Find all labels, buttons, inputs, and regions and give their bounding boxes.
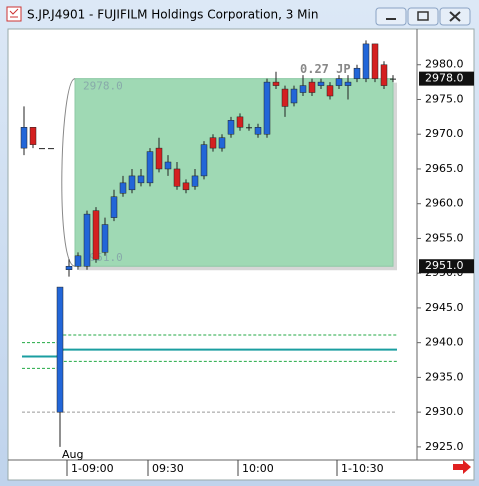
candle-body xyxy=(317,81,325,86)
candle-body xyxy=(48,148,54,150)
candle-body xyxy=(119,182,127,194)
y-tick-label: 2975.0 xyxy=(425,92,464,105)
candle-body xyxy=(200,144,208,177)
app-icon-glyph xyxy=(9,8,19,18)
candle-body xyxy=(74,255,82,267)
candle-body xyxy=(272,81,280,86)
y-tick-label: 2940.0 xyxy=(425,336,464,349)
candle-body xyxy=(390,78,396,80)
y-tick-label: 2930.0 xyxy=(425,405,464,418)
candle-body xyxy=(380,64,388,86)
maximize-button[interactable] xyxy=(407,7,439,26)
candle-body xyxy=(227,120,235,135)
candle-body xyxy=(146,151,154,184)
price-marker xyxy=(419,259,474,274)
scroll-arrow[interactable] xyxy=(453,460,471,474)
app-icon xyxy=(6,6,22,22)
candle-body xyxy=(164,161,172,170)
candle-body xyxy=(56,286,64,413)
candle-body xyxy=(308,81,316,93)
minimize-button[interactable] xyxy=(375,7,407,26)
candle-body xyxy=(299,85,307,93)
candle-body xyxy=(29,127,37,145)
y-tick-label: 2965.0 xyxy=(425,162,464,175)
candle-body xyxy=(326,85,334,97)
candle-body xyxy=(155,147,163,170)
band-line-upper xyxy=(22,334,397,344)
close-glyph xyxy=(449,11,461,22)
y-tick-label: 2960.0 xyxy=(425,197,464,210)
x-tick-label: 10:00 xyxy=(242,462,274,475)
price-marker-label: 2951.0 xyxy=(425,259,464,272)
price-marker xyxy=(419,71,474,86)
candle-body xyxy=(173,168,181,187)
range-high-label: 2978.0 xyxy=(83,80,123,93)
x-tick-label: 09:30 xyxy=(152,462,184,475)
price-marker-label: 2978.0 xyxy=(425,72,464,85)
candle-body xyxy=(236,116,244,128)
band-line-lower xyxy=(22,360,397,369)
candle-body xyxy=(191,175,199,187)
candle-body xyxy=(290,88,298,104)
candle-body xyxy=(254,127,262,135)
x-sublabel: Aug xyxy=(62,448,83,461)
candle-body xyxy=(182,182,190,191)
candle-body xyxy=(246,127,252,129)
candle-body xyxy=(362,43,370,79)
candle-body xyxy=(353,67,361,79)
candle-body xyxy=(20,127,28,149)
candle-body xyxy=(39,148,45,150)
candle-body xyxy=(281,88,289,107)
y-tick-label: 2925.0 xyxy=(425,440,464,453)
price-range-box xyxy=(74,78,394,267)
candle-body xyxy=(371,43,379,79)
candle-body xyxy=(263,81,271,135)
y-tick-label: 2935.0 xyxy=(425,370,464,383)
candle-body xyxy=(209,137,217,149)
candle-body xyxy=(128,175,136,191)
y-tick-label: 2970.0 xyxy=(425,127,464,140)
candle-body xyxy=(92,210,100,260)
window-title: S.JP.J4901 - FUJIFILM Holdings Corporati… xyxy=(27,8,318,22)
candle-body xyxy=(218,137,226,149)
x-tick-label: 1-10:30 xyxy=(341,462,384,475)
y-tick-label: 2945.0 xyxy=(425,301,464,314)
candle-body xyxy=(83,213,91,267)
candle-body xyxy=(137,175,145,184)
candle-body xyxy=(65,265,73,270)
maximize-glyph xyxy=(417,11,429,21)
y-tick-label: 2955.0 xyxy=(425,231,464,244)
candle-body xyxy=(335,78,343,86)
candle-body xyxy=(101,224,109,253)
range-annotation: 0.27 JP xyxy=(300,62,351,76)
x-tick-label: 1-09:00 xyxy=(71,462,114,475)
range-connector xyxy=(61,78,76,267)
candle-body xyxy=(344,81,352,86)
y-tick-label: 2980.0 xyxy=(425,58,464,71)
candle-body xyxy=(110,196,118,218)
